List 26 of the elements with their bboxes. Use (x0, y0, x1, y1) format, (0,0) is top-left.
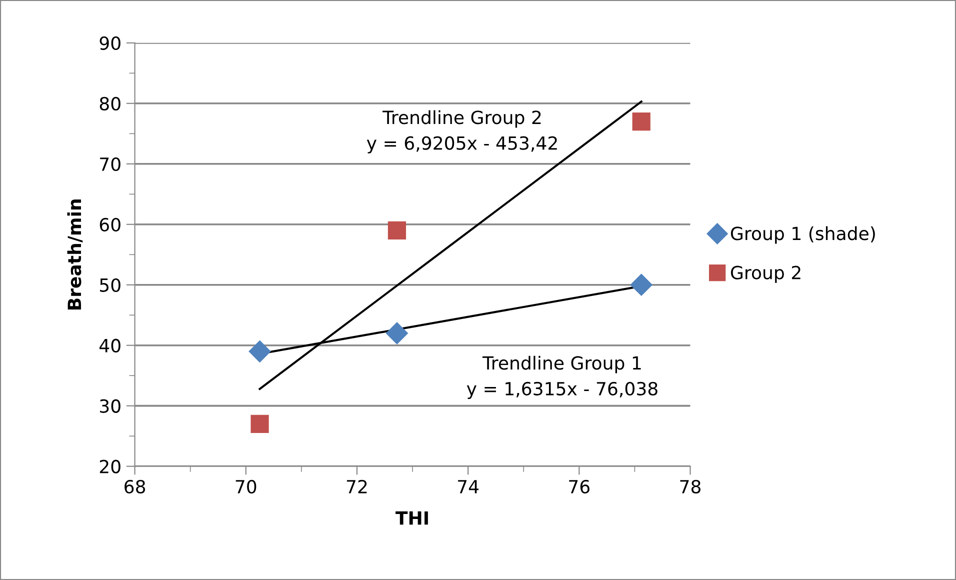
x-tick-label: 70 (236, 480, 256, 494)
y-tick-label: 50 (100, 278, 120, 292)
legend-label: Group 2 (730, 266, 800, 283)
x-tick-label: 76 (569, 480, 590, 494)
y-axis-title: Breath/min (67, 200, 83, 310)
y-tick-label: 80 (100, 96, 120, 111)
annotation: Trendline Group 1 y = 1,6315x - 76,038 (466, 356, 658, 399)
y-tick-label: 30 (100, 399, 120, 413)
legend-label: Group 1 (shade) (730, 226, 875, 244)
y-tick-label: 70 (100, 157, 120, 172)
x-tick-label: 68 (124, 480, 146, 494)
point (248, 340, 271, 363)
y-tick-label: 40 (100, 338, 120, 352)
y-tick-label: 60 (100, 218, 120, 232)
x-tick-label: 78 (680, 480, 700, 494)
point (630, 274, 653, 296)
point (386, 322, 408, 344)
x-tick-label: 72 (346, 480, 367, 494)
annotation: Trendline Group 2 y = 6,9205x - 453,42 (366, 110, 557, 154)
point (388, 221, 406, 240)
point (632, 112, 650, 131)
x-axis-title: THI (396, 511, 428, 525)
x-tick-label: 74 (458, 480, 479, 494)
y-tick-label: 20 (100, 460, 120, 474)
y-tick-label: 90 (100, 36, 120, 50)
point (250, 414, 269, 434)
